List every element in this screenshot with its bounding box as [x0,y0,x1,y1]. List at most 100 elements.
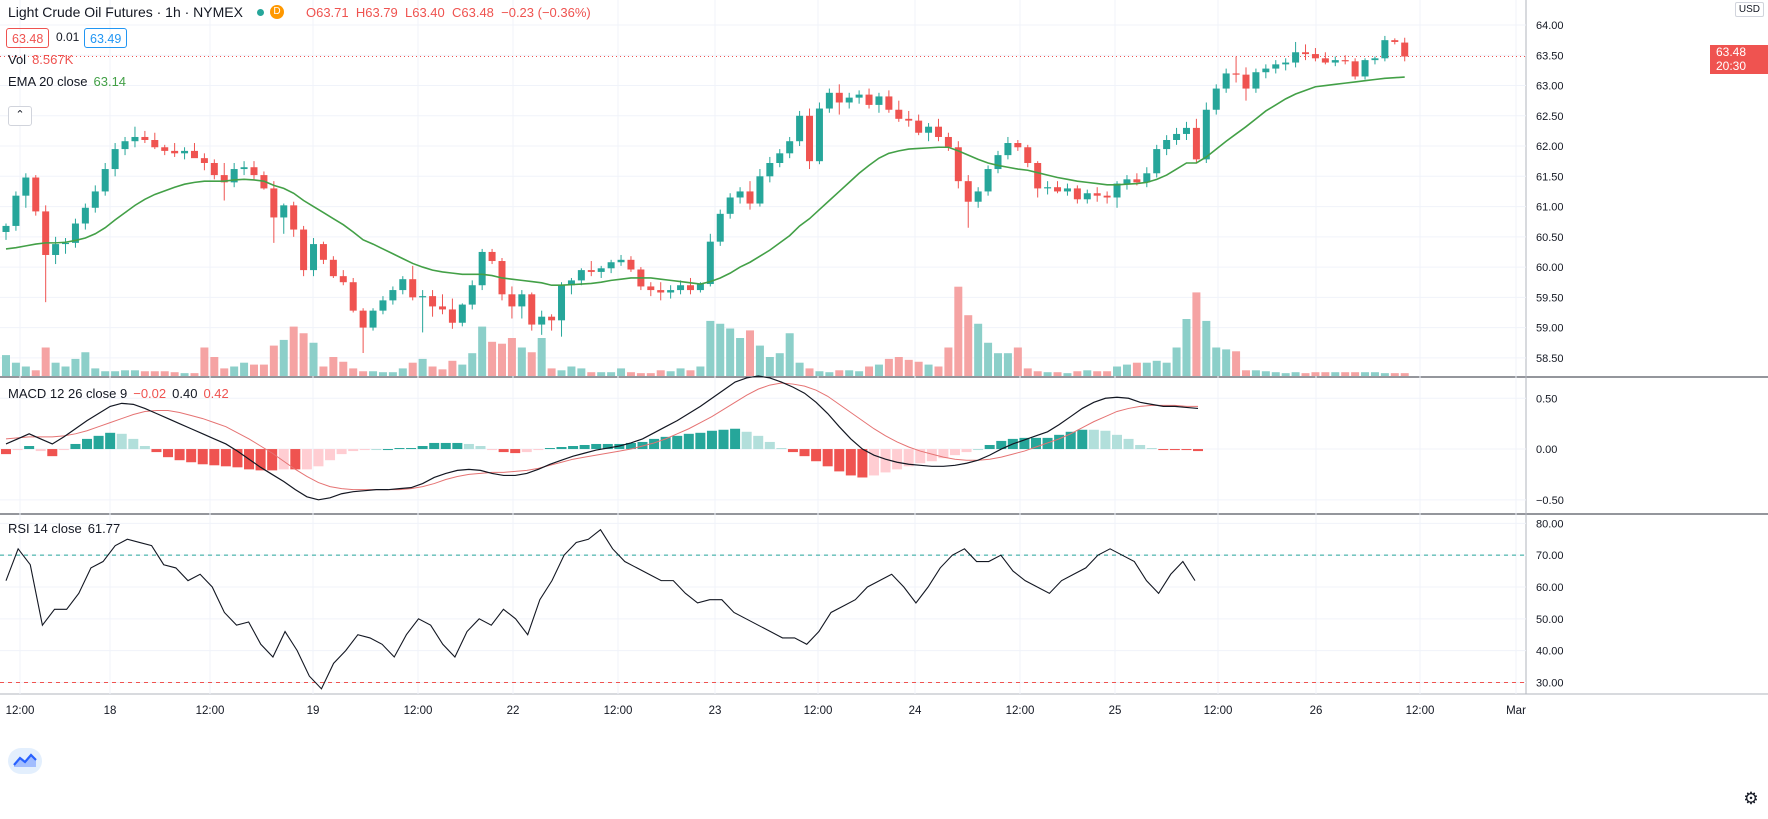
macd-histogram-bar [255,449,266,471]
volume-bar [1361,372,1370,376]
macd-tick-label: −0.50 [1536,495,1564,507]
macd-histogram-bar [93,435,104,450]
candle-down [1024,147,1032,163]
macd-histogram-bar [973,449,984,451]
candle-up [181,150,189,154]
volume-bar [269,345,278,376]
volume-bar [1261,371,1270,376]
volume-bar [765,357,774,376]
volume-bar [1242,370,1250,376]
volume-bar [438,369,447,376]
bid-price[interactable]: 63.48 [6,28,50,48]
macd-histogram-bar [568,446,579,450]
settings-gear-icon[interactable]: ⚙ [1743,789,1759,808]
candle-up [458,304,466,323]
candle-up [240,167,248,170]
volume-bar [517,347,526,376]
candle-down [865,94,873,105]
candle-up [1292,52,1300,63]
candle-down [438,306,446,310]
macd-histogram-bar [232,449,243,468]
volume-bar [1152,360,1161,376]
delayed-badge: D [269,5,284,19]
candle-up [855,94,863,98]
candle-down [905,118,913,121]
candle-up [1113,183,1121,198]
volume-bar [418,358,427,376]
macd-histogram-bar [660,436,671,450]
volume-bar [1271,372,1280,376]
candle-up [1063,188,1071,192]
volume-bar [696,366,705,376]
candle-down [934,126,942,137]
volume-bar [726,328,735,376]
candle-down [329,259,337,277]
macd-histogram-bar [197,449,208,465]
volume-bar [914,361,923,376]
macd-histogram-bar [371,449,382,451]
volume-bar [805,368,814,376]
candle-up [1262,68,1270,73]
candle-up [786,141,794,154]
volume-bar [1291,372,1300,376]
volume-bar [626,372,635,376]
candle-down [964,181,972,202]
candle-down [1232,73,1240,75]
currency-label[interactable]: USD [1734,2,1764,17]
volume-bar [1033,371,1042,376]
volume-bar [140,371,149,376]
macd-histogram-bar [625,442,636,450]
candle-down [171,150,179,154]
time-tick-label: 24 [909,705,922,717]
candle-down [339,276,347,283]
volume-bar [795,362,804,376]
macd-histogram-bar [787,449,798,453]
macd-histogram-bar [1054,434,1065,450]
volume-bar [964,315,973,376]
ask-price[interactable]: 63.49 [84,28,128,48]
candle-up [399,279,407,291]
candle-up [1153,149,1161,174]
candle-up [478,251,486,286]
candle-up [667,290,675,293]
macd-histogram-bar [12,449,23,451]
tradingview-logo-icon[interactable] [8,748,42,774]
macd-pane [1,375,1203,501]
candle-down [806,115,814,162]
rsi-tick-label: 70.00 [1536,550,1564,562]
rsi-tick-label: 50.00 [1536,614,1564,626]
macd-histogram-bar [776,448,787,450]
time-tick-label: 12:00 [604,705,633,717]
candle-down [1391,40,1399,42]
volume-bar [1321,372,1330,376]
macd-histogram-bar [278,449,289,470]
time-tick-label: 18 [104,705,117,717]
ema-value: 63.14 [93,74,127,89]
candle-down [448,309,456,323]
candle-up [1182,127,1190,134]
macd-histogram-bar [591,443,602,450]
macd-histogram-bar [822,449,833,467]
volume-bar [150,371,159,376]
volume-bar [91,368,100,376]
ema-label: EMA 20 close [8,74,88,89]
volume-bar [1380,373,1389,376]
candle-down [1093,193,1101,196]
macd-histogram-bar [417,446,428,450]
time-tick-label: 19 [307,705,320,717]
price-tick-label: 59.00 [1536,323,1564,335]
macd-histogram-bar [718,429,729,450]
market-status-dot [256,8,264,16]
volume-bar [865,366,874,376]
macd-histogram-bar [880,449,891,473]
collapse-legend-button[interactable]: ⌃ [8,106,32,126]
candle-up [1123,179,1131,184]
volume-bar [785,333,794,376]
volume-bar [1083,370,1092,376]
symbol-title[interactable]: Light Crude Oil Futures · 1h · NYMEX [8,4,243,20]
volume-bar [388,372,397,376]
volume-bar [1093,371,1102,376]
volume-bar [1341,372,1350,376]
price-tick-label: 59.50 [1536,292,1564,304]
